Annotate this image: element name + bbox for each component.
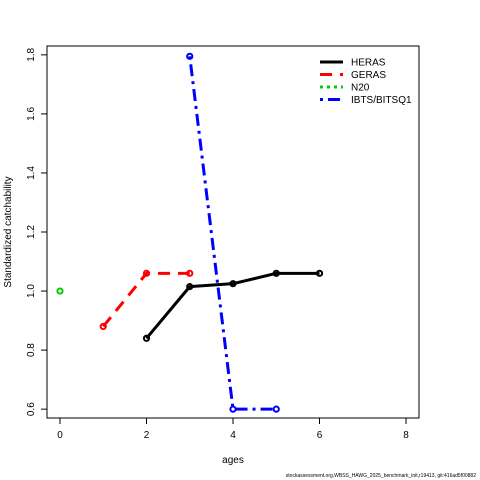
- y-tick-label: 1.2: [26, 225, 37, 239]
- series-line: [145, 271, 320, 340]
- data-point: [272, 405, 280, 413]
- x-tick-label: 4: [230, 430, 236, 441]
- data-point: [56, 287, 64, 295]
- x-tick-label: 8: [403, 430, 409, 441]
- series-n20: [56, 287, 64, 295]
- y-tick-label: 0.6: [26, 402, 37, 416]
- y-tick-label: 1.4: [26, 166, 37, 180]
- y-tick-label: 0.8: [26, 343, 37, 357]
- x-axis-title: ages: [222, 455, 244, 466]
- legend-item-heras: HERAS: [320, 58, 386, 69]
- series-line: [102, 271, 190, 328]
- y-tick-label: 1.8: [26, 47, 37, 61]
- legend-label: HERAS: [351, 58, 386, 69]
- y-tick-label: 1.0: [26, 284, 37, 298]
- data-point: [99, 322, 107, 331]
- x-tick-label: 0: [57, 430, 63, 441]
- y-axis: 0.6 0.8 1.0 1.2 1.4 1.6 1.8: [26, 47, 48, 416]
- series-layer: [56, 52, 324, 413]
- data-point: [272, 269, 280, 277]
- x-axis: 0 2 4 6 8: [57, 417, 409, 441]
- legend-label: IBTS/BITSQ1: [351, 95, 412, 106]
- x-tick-label: 6: [317, 430, 323, 441]
- y-axis-title: Standardized catchability: [3, 176, 14, 287]
- y-tick-label: 1.6: [26, 107, 37, 121]
- data-point: [186, 52, 194, 60]
- data-point: [186, 269, 194, 277]
- legend-item-ibts-bitsq1: IBTS/BITSQ1: [320, 95, 412, 106]
- data-point: [186, 283, 194, 291]
- data-point: [142, 334, 151, 342]
- data-point: [229, 405, 237, 413]
- footer-note: stockassessment.org,WBSS_HAWG_2025_bench…: [285, 473, 476, 479]
- series-heras: [142, 269, 324, 342]
- series-line: [188, 56, 277, 411]
- x-tick-label: 2: [144, 430, 150, 441]
- legend-item-n20: N20: [320, 83, 370, 94]
- series-geras: [99, 269, 194, 331]
- data-point: [229, 280, 237, 288]
- legend-item-geras: GERAS: [320, 70, 386, 81]
- series-ibts-bitsq1: [186, 52, 280, 413]
- data-point: [142, 269, 151, 277]
- legend-label: GERAS: [351, 70, 386, 81]
- legend-label: N20: [351, 83, 370, 94]
- data-point: [315, 269, 324, 277]
